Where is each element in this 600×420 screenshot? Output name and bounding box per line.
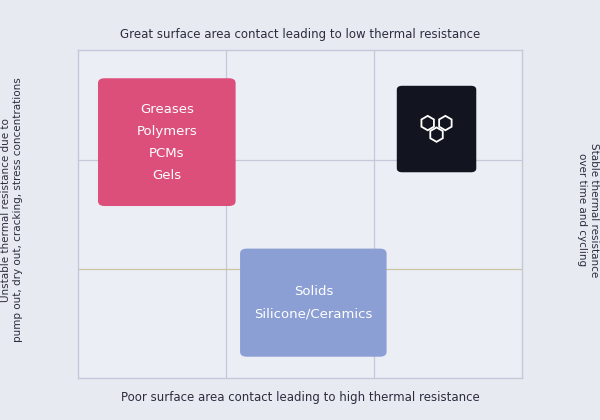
Text: Poor surface area contact leading to high thermal resistance: Poor surface area contact leading to hig… [121,391,479,404]
FancyBboxPatch shape [397,86,476,172]
FancyBboxPatch shape [240,249,386,357]
FancyBboxPatch shape [98,78,236,206]
Text: Unstable thermal resistance due to
pump out, dry out, cracking, stress concentra: Unstable thermal resistance due to pump … [1,78,23,342]
Text: Stable thermal resistance
over time and cycling: Stable thermal resistance over time and … [577,143,599,277]
Text: Greases
Polymers
PCMs
Gels: Greases Polymers PCMs Gels [136,102,197,181]
Text: Solids
Silicone/Ceramics: Solids Silicone/Ceramics [254,285,373,320]
Text: Great surface area contact leading to low thermal resistance: Great surface area contact leading to lo… [120,28,480,41]
